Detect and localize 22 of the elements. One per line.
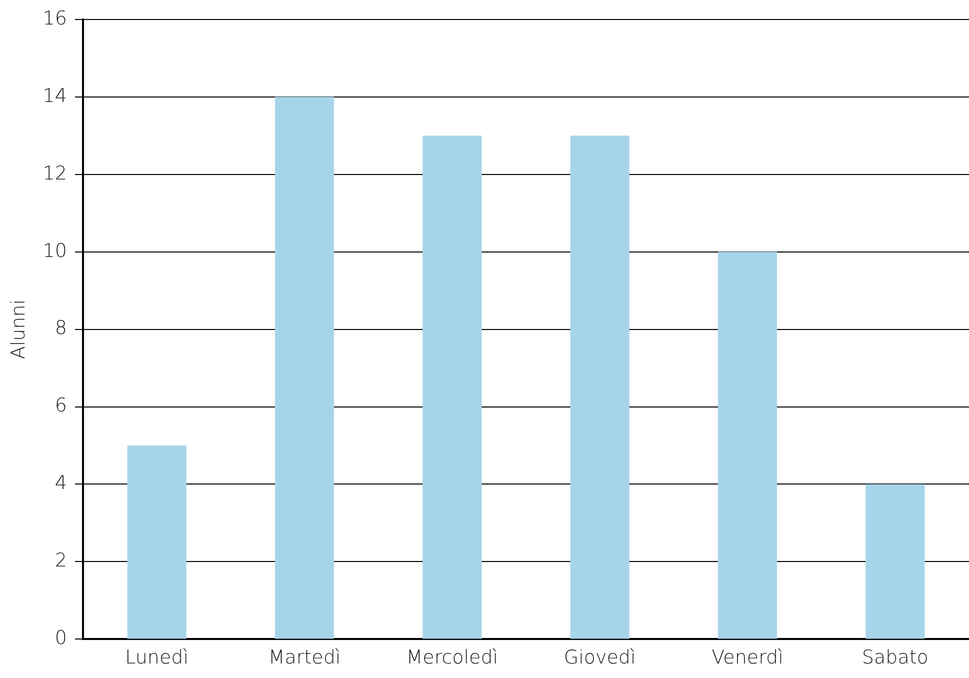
x-tick-label: Mercoledì xyxy=(406,646,498,669)
y-tick-label: 6 xyxy=(54,394,67,417)
y-axis-title: Alunni xyxy=(7,299,30,360)
x-tick-label: Sabato xyxy=(862,646,928,669)
bar xyxy=(422,136,482,639)
y-tick-label: 12 xyxy=(42,162,67,184)
bar xyxy=(274,96,334,639)
y-tick-label: 16 xyxy=(42,7,67,30)
x-tick-label: Venerdì xyxy=(712,646,784,669)
bar xyxy=(718,252,778,639)
x-tick-label: Giovedì xyxy=(564,646,636,669)
y-tick-label: 4 xyxy=(54,472,67,494)
y-tick-label: 10 xyxy=(42,240,67,262)
y-tick-label: 0 xyxy=(54,627,67,650)
x-tick-label: Martedì xyxy=(268,646,341,669)
bar xyxy=(570,136,630,639)
bar xyxy=(127,446,186,639)
bar xyxy=(866,484,925,639)
x-tick-label: Lunedì xyxy=(125,646,188,669)
y-tick-label: 14 xyxy=(42,84,67,107)
y-tick-label: 2 xyxy=(54,550,67,572)
y-tick-label: 8 xyxy=(54,317,67,340)
